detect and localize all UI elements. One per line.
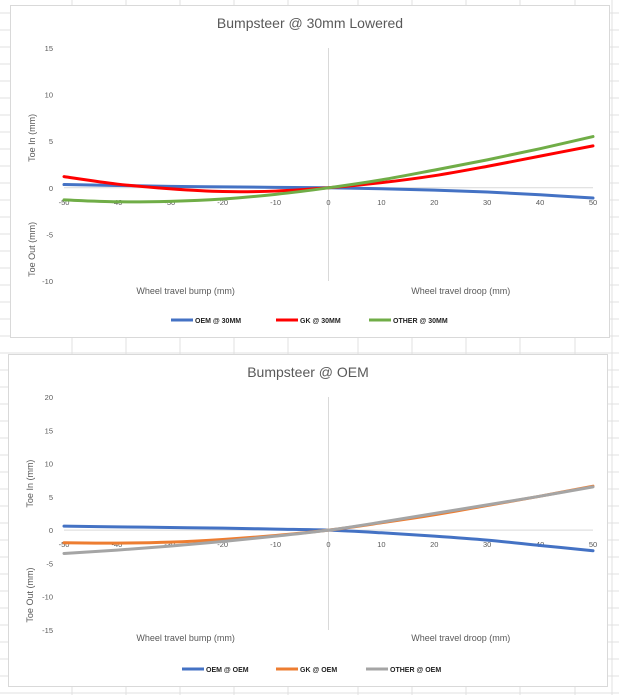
y-tick-label: 15 bbox=[45, 44, 53, 53]
x-tick-label: -10 bbox=[270, 540, 281, 549]
chart-bumpsteer-oem[interactable]: Bumpsteer @ OEM -15 -10 -5 0 5 10 15 20 -50 -40 -30… bbox=[8, 354, 608, 687]
x-tick-label: -20 bbox=[217, 540, 228, 549]
x-tick-label: 10 bbox=[377, 540, 385, 549]
legend-entry-label[interactable]: GK @ 30MM bbox=[300, 318, 341, 325]
y-tick-label: 10 bbox=[45, 91, 53, 100]
x-axis-label-droop: Wheel travel droop (mm) bbox=[411, 633, 510, 643]
x-tick-label: 50 bbox=[589, 540, 597, 549]
y-axis-label-toe-in: Toe In (mm) bbox=[27, 114, 37, 162]
y-tick-label: 0 bbox=[49, 526, 53, 535]
x-tick-label: 50 bbox=[589, 198, 597, 207]
y-axis-label-toe-out: Toe Out (mm) bbox=[25, 568, 35, 623]
x-axis-label-bump: Wheel travel bump (mm) bbox=[136, 633, 235, 643]
x-tick-label: 10 bbox=[377, 198, 385, 207]
x-tick-label: 30 bbox=[483, 198, 491, 207]
legend-entry-label[interactable]: OTHER @ OEM bbox=[390, 667, 441, 674]
series-line-other-oem[interactable] bbox=[62, 485, 595, 555]
chart-title: Bumpsteer @ 30mm Lowered bbox=[217, 15, 403, 31]
x-axis-label-bump: Wheel travel bump (mm) bbox=[136, 286, 235, 296]
series-line-other-30mm[interactable] bbox=[62, 135, 595, 204]
y-tick-label: -5 bbox=[46, 559, 53, 568]
x-axis-label-droop: Wheel travel droop (mm) bbox=[411, 286, 510, 296]
y-tick-label: -15 bbox=[42, 626, 53, 635]
legend-entry-label[interactable]: OEM @ OEM bbox=[206, 667, 249, 674]
x-tick-label: -40 bbox=[111, 540, 122, 549]
y-axis-label-toe-out: Toe Out (mm) bbox=[27, 222, 37, 277]
y-tick-label: 10 bbox=[45, 460, 53, 469]
x-tick-label: -50 bbox=[59, 198, 70, 207]
y-tick-label: 5 bbox=[49, 493, 53, 502]
x-tick-label: -10 bbox=[270, 198, 281, 207]
chart-title: Bumpsteer @ OEM bbox=[247, 364, 369, 380]
y-tick-label: 20 bbox=[45, 393, 53, 402]
y-tick-label: 0 bbox=[49, 184, 53, 193]
y-tick-label: 5 bbox=[49, 137, 53, 146]
y-tick-label: -10 bbox=[42, 277, 53, 286]
legend-entry-label[interactable]: GK @ OEM bbox=[300, 667, 337, 674]
x-tick-label: 20 bbox=[430, 198, 438, 207]
legend-entry-label[interactable]: OTHER @ 30MM bbox=[393, 318, 448, 325]
x-tick-label: 0 bbox=[326, 540, 330, 549]
y-tick-label: -5 bbox=[46, 230, 53, 239]
x-tick-label: 40 bbox=[536, 198, 544, 207]
legend-entry-label[interactable]: OEM @ 30MM bbox=[195, 318, 241, 325]
x-tick-label: -20 bbox=[217, 198, 228, 207]
y-axis-label-toe-in: Toe In (mm) bbox=[25, 460, 35, 508]
x-tick-label: 30 bbox=[483, 540, 491, 549]
y-tick-label: -10 bbox=[42, 593, 53, 602]
x-tick-label: 0 bbox=[326, 198, 330, 207]
x-tick-label: -50 bbox=[59, 540, 70, 549]
x-tick-label: 20 bbox=[430, 540, 438, 549]
y-tick-label: 15 bbox=[45, 426, 53, 435]
chart-bumpsteer-30mm-lowered[interactable]: Bumpsteer @ 30mm Lowered -10 -5 0 5 10 15 -50 -4… bbox=[10, 5, 610, 338]
